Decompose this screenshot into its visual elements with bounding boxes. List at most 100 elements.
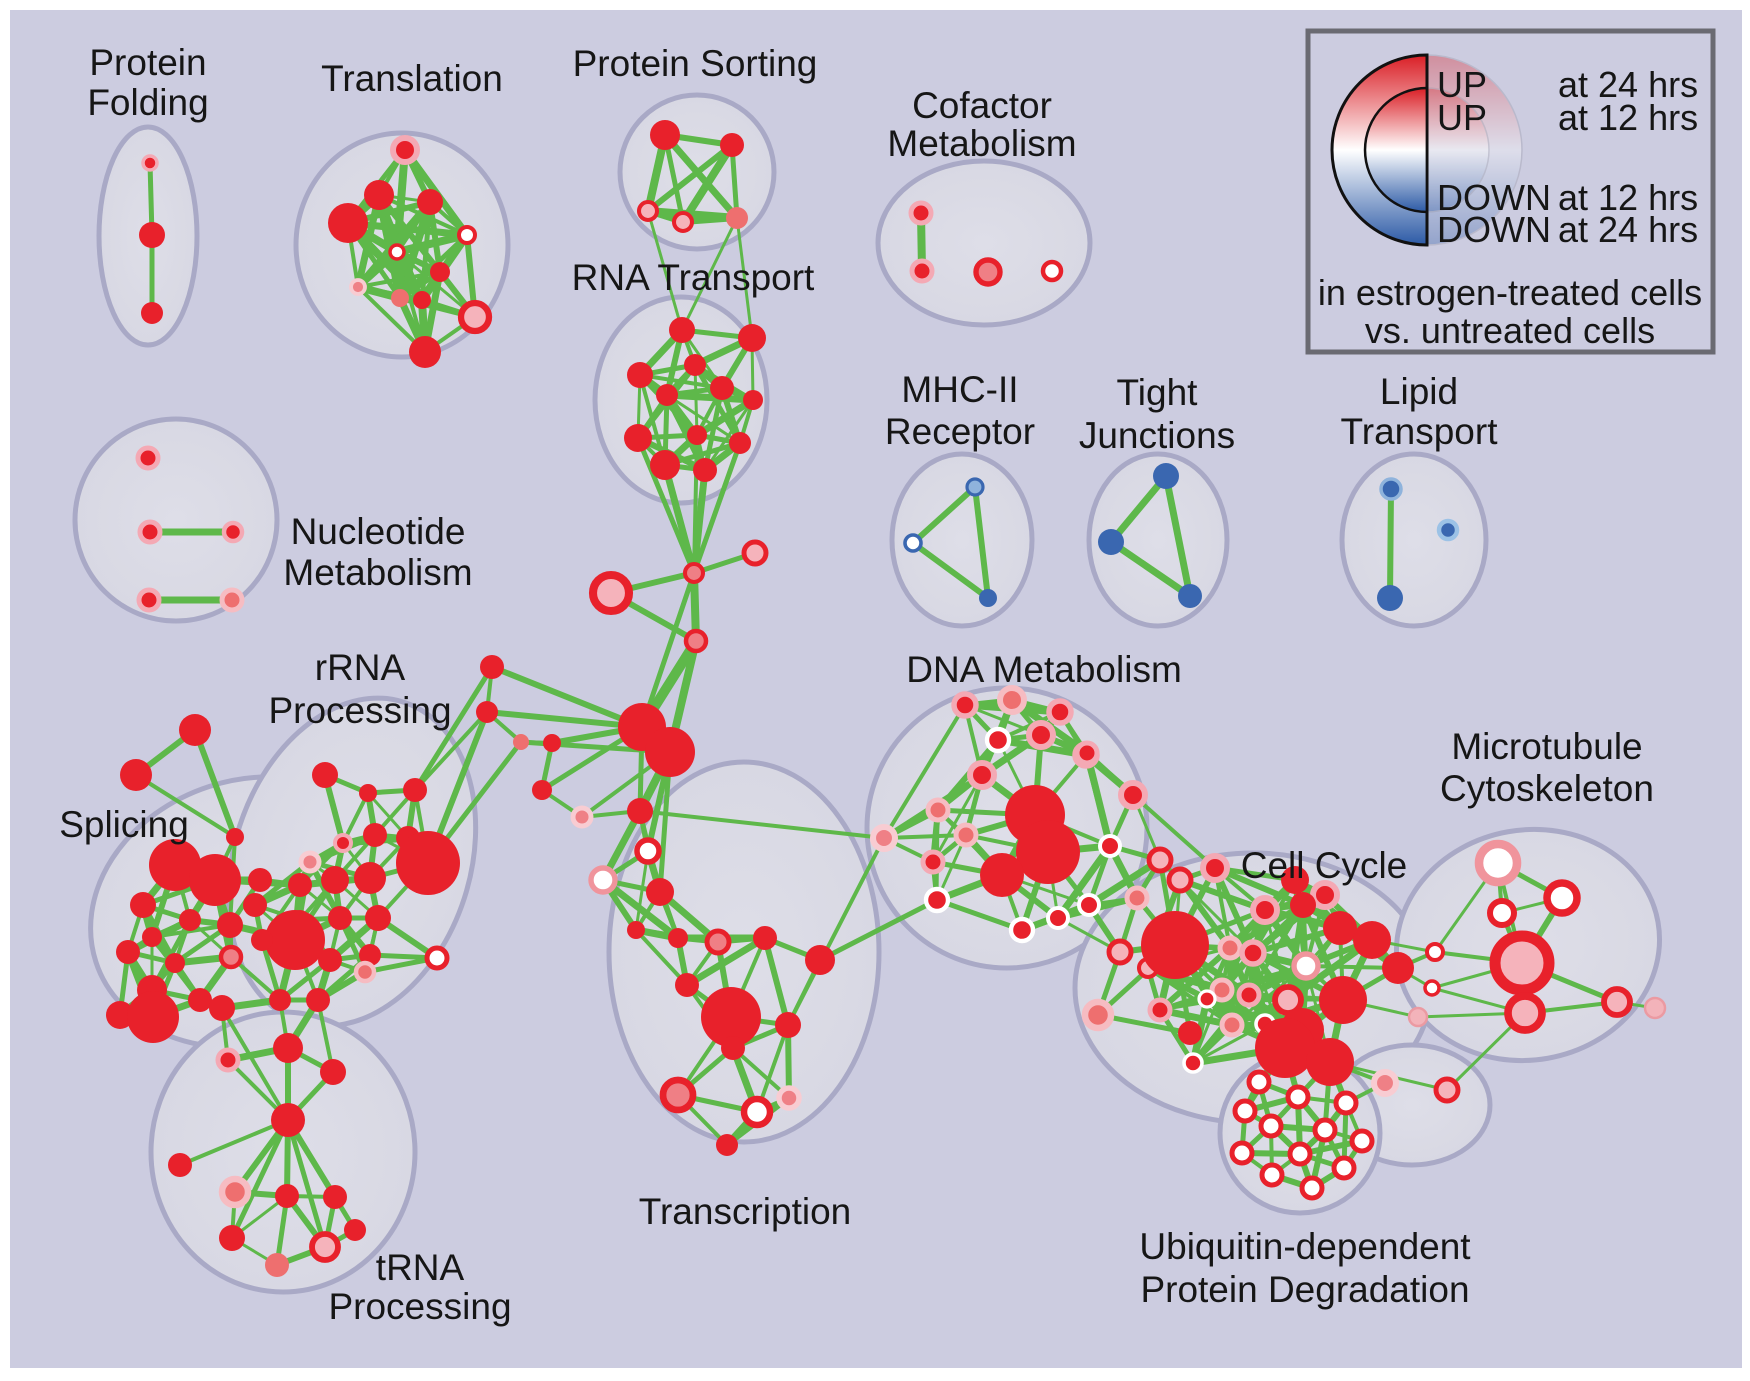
gene-node-splicing <box>127 991 179 1043</box>
gene-node-rnaTransport <box>687 425 707 445</box>
edge <box>639 570 697 730</box>
gene-node-splicing <box>189 854 241 906</box>
label-rnaTransport: RNA Transport <box>572 257 815 298</box>
gene-node-chain <box>741 539 769 567</box>
gene-node-transcription <box>721 1036 745 1060</box>
gene-node-rrna <box>320 1059 346 1085</box>
edge <box>635 435 697 576</box>
edge <box>762 935 791 1028</box>
legend-caption: vs. untreated cells <box>1365 310 1655 351</box>
gene-node-rrna <box>215 1047 241 1073</box>
edge <box>634 928 689 987</box>
edge <box>1191 1022 1267 1065</box>
gene-node-translation <box>388 243 406 261</box>
gene-node-trna <box>323 1185 347 1209</box>
gene-node-transcription <box>668 928 688 948</box>
gene-node-ubiquitin <box>1333 1090 1359 1116</box>
gene-node-splicing <box>142 927 162 947</box>
gene-node-chain <box>480 655 504 679</box>
gene-node-rnaTransport <box>669 317 695 343</box>
gene-node-mhc <box>965 477 985 497</box>
label-microtubule: Microtubule <box>1451 726 1642 767</box>
gene-node-chain <box>532 780 552 800</box>
gene-node-rnaTransport <box>729 432 751 454</box>
edge <box>1212 865 1306 908</box>
gene-node-transcription <box>588 865 618 895</box>
gene-node-trna <box>344 1219 366 1241</box>
gene-node-dna <box>953 822 979 848</box>
legend-direction-label: UP <box>1437 97 1487 138</box>
gene-node-ubLink <box>1370 1068 1400 1098</box>
gene-node-ubiquitin <box>1312 1117 1338 1143</box>
edge <box>817 897 940 963</box>
legend-time-label: at 12 hrs <box>1558 177 1698 218</box>
edge <box>1083 749 1114 850</box>
gene-node-trna <box>218 1175 252 1209</box>
gene-node-translation <box>364 180 394 210</box>
gene-node-trna <box>309 1231 341 1263</box>
edge <box>220 1006 290 1122</box>
gene-node-cellcycle <box>1200 853 1230 883</box>
gene-node-microtubule <box>1489 930 1555 996</box>
gene-node-microtubule <box>1601 986 1633 1018</box>
gene-node-rrna <box>243 893 267 917</box>
gene-node-ubiquitin <box>1232 1098 1258 1124</box>
gene-node-cellcycle <box>1291 951 1321 981</box>
gene-node-chain <box>683 628 709 654</box>
gene-node-trna <box>168 1153 192 1177</box>
label-mhc: MHC-II <box>901 369 1018 410</box>
label-trna: Processing <box>328 1286 511 1327</box>
edge <box>910 484 978 546</box>
gene-node-translation <box>457 225 477 245</box>
gene-node-rrna <box>328 906 352 930</box>
gene-node-translation <box>328 203 368 243</box>
gene-node-proteinSorting <box>720 133 744 157</box>
gene-node-microtubule <box>1474 839 1522 887</box>
gene-node-transcription <box>776 1085 802 1111</box>
gene-node-rrna <box>209 995 235 1021</box>
gene-node-dna <box>997 685 1027 715</box>
label-cofactor: Metabolism <box>887 123 1076 164</box>
gene-node-rnaTransport <box>627 362 653 388</box>
gene-node-proteinSorting <box>636 199 660 223</box>
gene-node-chain <box>570 805 594 829</box>
gene-node-splicing <box>179 909 201 931</box>
gene-node-dna <box>1016 820 1080 884</box>
label-microtubule: Cytoskeleton <box>1440 768 1654 809</box>
gene-node-dna <box>1046 906 1070 930</box>
cluster-boundary-nucleotide <box>72 416 280 624</box>
gene-node-microtubule <box>1643 996 1667 1020</box>
legend-time-label: at 24 hrs <box>1558 64 1698 105</box>
gene-node-rrna <box>265 910 325 970</box>
edge <box>1085 856 1164 909</box>
gene-node-dna <box>1081 998 1115 1032</box>
label-proteinFolding: Protein <box>89 42 206 83</box>
gene-node-chain <box>645 727 695 777</box>
edge <box>484 709 645 730</box>
gene-node-triangle <box>226 828 244 846</box>
gene-node-cellcycle <box>1281 866 1309 894</box>
gene-node-microtubule <box>1504 992 1546 1034</box>
gene-node-microtubule <box>1543 879 1581 917</box>
gene-node-splicing <box>149 839 201 891</box>
gene-node-splicing <box>218 944 244 970</box>
gene-node-cellcycle <box>1353 921 1391 959</box>
gene-node-rrna <box>333 833 353 853</box>
edge <box>683 934 769 989</box>
gene-node-tight <box>1178 584 1202 608</box>
gene-node-chain <box>682 561 706 585</box>
gene-node-transcription <box>775 1012 801 1038</box>
gene-node-dna <box>925 797 951 823</box>
edge <box>702 385 725 473</box>
edge <box>285 1117 358 1233</box>
edge <box>1177 877 1268 913</box>
gene-node-trna <box>265 1253 289 1277</box>
gene-node-translation <box>349 278 367 296</box>
edge <box>645 142 735 214</box>
gene-node-transcription <box>659 1076 697 1114</box>
cluster-boundary-lipid <box>1339 451 1489 629</box>
gene-node-microtubule <box>1407 1006 1429 1028</box>
gene-node-translation <box>409 336 441 368</box>
